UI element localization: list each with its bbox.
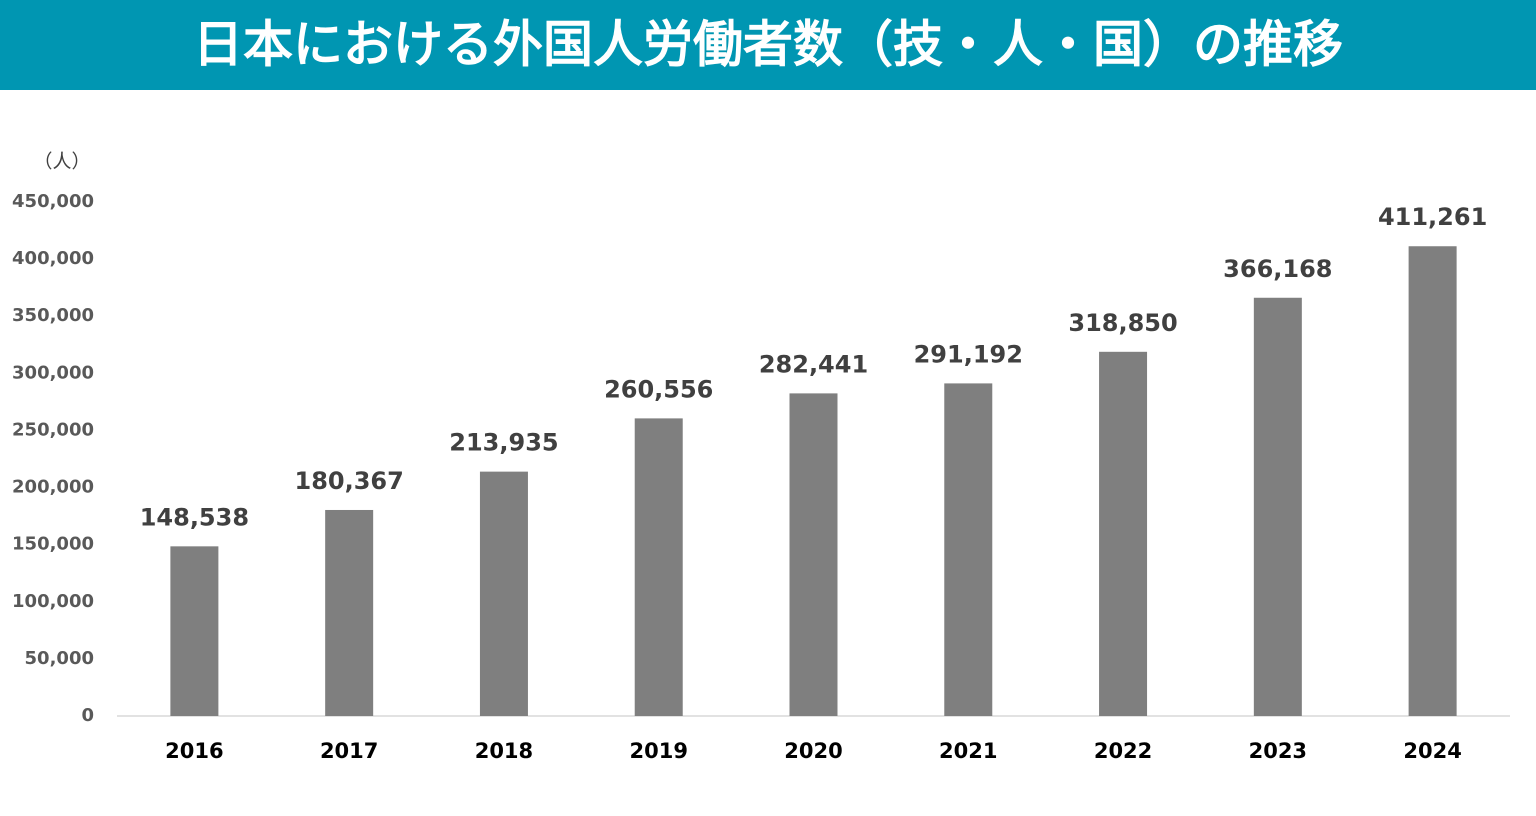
y-tick-label: 0 [81,705,94,726]
bar [944,383,993,716]
y-tick-label: 150,000 [12,534,94,555]
title-band [0,0,1536,90]
y-tick-label: 250,000 [12,419,94,440]
chart-title: 日本における外国人労働者数（技・人・国）の推移 [193,16,1343,74]
value-label: 291,192 [914,340,1023,368]
value-label: 260,556 [604,375,713,403]
y-tick-label: 200,000 [12,477,94,498]
bar [1253,297,1302,716]
y-tick-label: 100,000 [12,591,94,612]
value-label: 411,261 [1378,203,1487,231]
bar [789,393,838,716]
value-label: 366,168 [1223,255,1332,283]
x-tick-label: 2019 [629,739,687,763]
y-tick-label: 300,000 [12,362,94,383]
x-tick-label: 2016 [165,739,223,763]
value-label: 282,441 [759,350,868,378]
bar [170,546,219,716]
x-tick-label: 2022 [1094,739,1152,763]
value-label: 318,850 [1068,309,1177,337]
value-label: 148,538 [140,503,249,531]
x-tick-label: 2021 [939,739,997,763]
x-tick-label: 2020 [784,739,842,763]
y-tick-label: 350,000 [12,305,94,326]
x-tick-label: 2023 [1249,739,1307,763]
bar [1408,246,1457,717]
y-tick-label: 50,000 [25,648,94,669]
x-tick-label: 2018 [475,739,533,763]
bar [325,509,374,716]
value-label: 180,367 [295,467,404,495]
y-tick-label: 400,000 [12,248,94,269]
y-tick-label: 450,000 [12,191,94,212]
y-axis-unit: （人） [33,151,90,173]
bar [634,418,683,716]
value-label: 213,935 [449,429,558,457]
x-tick-label: 2024 [1403,739,1461,763]
bar [479,471,528,716]
bar [1099,351,1148,716]
x-tick-label: 2017 [320,739,378,763]
